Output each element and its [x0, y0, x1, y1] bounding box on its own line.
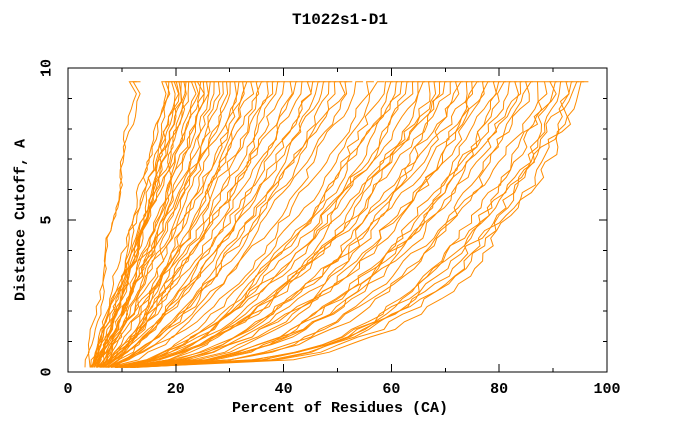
- model-curve: [110, 81, 404, 368]
- model-curve: [123, 81, 436, 368]
- model-curve: [96, 81, 179, 368]
- model-curve: [126, 81, 426, 368]
- model-curve: [116, 81, 479, 368]
- model-curve: [110, 81, 331, 368]
- model-curve: [115, 81, 552, 368]
- model-curve: [103, 81, 292, 368]
- model-curve: [116, 81, 415, 368]
- model-curve: [117, 81, 452, 368]
- model-curve: [100, 81, 269, 368]
- model-curve: [136, 81, 589, 368]
- model-curve: [125, 81, 442, 368]
- model-curve: [129, 81, 558, 368]
- model-curve: [101, 81, 298, 368]
- x-tick-label: 80: [490, 381, 509, 398]
- model-curve: [93, 81, 177, 368]
- x-tick-label: 60: [382, 381, 401, 398]
- model-curve: [93, 81, 199, 368]
- model-curve: [96, 81, 280, 368]
- model-curve: [100, 81, 250, 368]
- x-tick-label: 40: [274, 381, 293, 398]
- model-curve: [106, 81, 353, 368]
- model-curve: [84, 81, 141, 368]
- model-curve: [118, 81, 385, 368]
- model-curve: [107, 81, 337, 368]
- model-curve: [99, 81, 258, 368]
- model-curve: [121, 81, 496, 368]
- y-tick-label: 10: [38, 58, 56, 78]
- model-curve: [120, 81, 512, 368]
- model-curve: [113, 81, 342, 368]
- model-curve: [130, 81, 485, 368]
- model-curve: [104, 81, 242, 368]
- chart-title: T1022s1-D1: [291, 11, 388, 29]
- model-curve: [107, 81, 374, 368]
- x-axis-title: Percent of Residues (CA): [231, 400, 449, 417]
- model-curve: [99, 81, 310, 368]
- y-tick-label: 0: [38, 367, 56, 377]
- x-tick-label: 20: [166, 381, 185, 398]
- model-curve: [124, 81, 533, 368]
- model-curve: [129, 81, 474, 368]
- model-curve: [102, 81, 285, 368]
- model-curve: [114, 81, 458, 368]
- model-curve: [131, 81, 568, 368]
- model-curve: [105, 81, 364, 368]
- model-curve: [102, 81, 326, 368]
- model-curve: [91, 81, 173, 368]
- model-curve: [119, 81, 490, 368]
- model-curve: [119, 81, 431, 368]
- x-tick-label: 100: [593, 381, 621, 398]
- model-curve: [96, 81, 222, 368]
- model-curve: [133, 81, 574, 368]
- model-curve: [91, 81, 196, 368]
- model-curve: [89, 81, 192, 368]
- model-curve: [91, 81, 208, 368]
- model-curve: [103, 81, 275, 368]
- model-curve: [130, 81, 517, 368]
- model-curve: [105, 81, 304, 368]
- model-curve: [124, 81, 469, 368]
- model-curve: [96, 81, 205, 368]
- model-curve: [105, 81, 347, 368]
- x-tick-label: 0: [63, 381, 73, 398]
- model-curve: [103, 81, 247, 368]
- model-curve: [114, 81, 528, 368]
- model-curve: [131, 81, 545, 368]
- model-curve: [115, 81, 393, 368]
- model-curve: [132, 81, 585, 368]
- model-curve: [87, 81, 137, 368]
- model-curve: [95, 81, 234, 368]
- model-curve: [107, 81, 264, 368]
- y-tick-label: 5: [38, 215, 56, 225]
